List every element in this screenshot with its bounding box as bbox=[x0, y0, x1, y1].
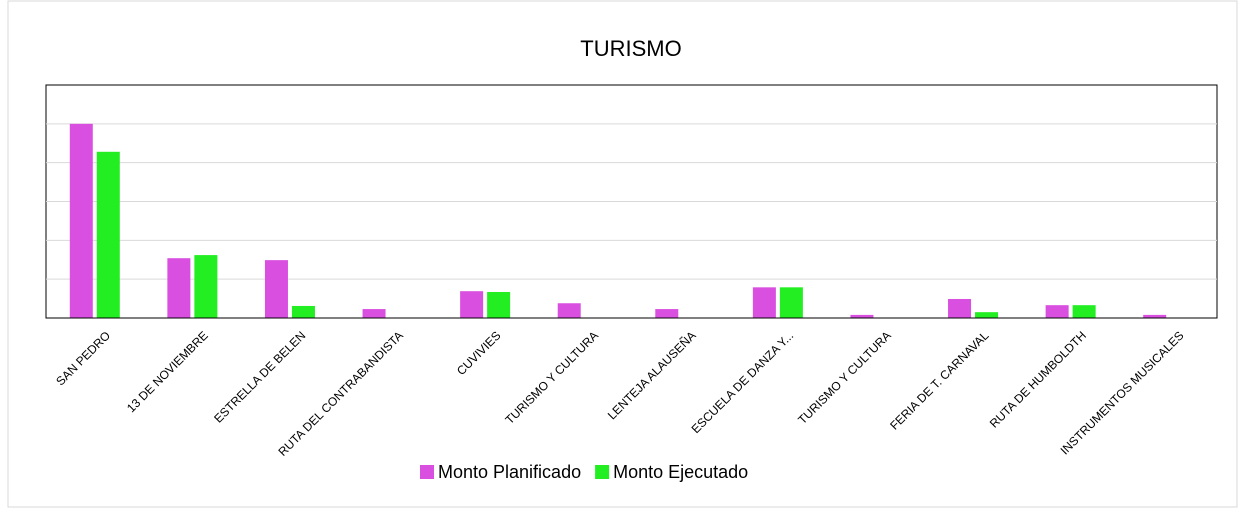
bar bbox=[460, 291, 484, 318]
bar bbox=[194, 255, 218, 318]
bar bbox=[975, 312, 999, 318]
bar bbox=[752, 287, 776, 318]
legend-item: Monto Ejecutado bbox=[595, 462, 748, 482]
legend-swatch bbox=[595, 465, 610, 479]
bar bbox=[557, 303, 581, 318]
bar bbox=[1072, 305, 1096, 318]
legend-label: Monto Planificado bbox=[438, 462, 581, 482]
bar bbox=[264, 260, 288, 318]
legend-swatch bbox=[420, 465, 434, 479]
bar bbox=[948, 298, 972, 318]
bar bbox=[69, 123, 93, 318]
legend-item: Monto Planificado bbox=[420, 462, 581, 482]
bar bbox=[362, 309, 386, 318]
chart-title: TURISMO bbox=[580, 36, 681, 61]
bar bbox=[96, 151, 120, 318]
chart-frame bbox=[7, 0, 1238, 508]
bar bbox=[291, 305, 315, 318]
bar bbox=[1045, 305, 1069, 318]
bar bbox=[779, 287, 803, 318]
bar bbox=[850, 314, 874, 318]
legend-label: Monto Ejecutado bbox=[613, 462, 748, 482]
bar bbox=[1143, 314, 1167, 318]
bar bbox=[487, 291, 511, 318]
bar bbox=[167, 258, 191, 318]
bar bbox=[655, 309, 679, 318]
